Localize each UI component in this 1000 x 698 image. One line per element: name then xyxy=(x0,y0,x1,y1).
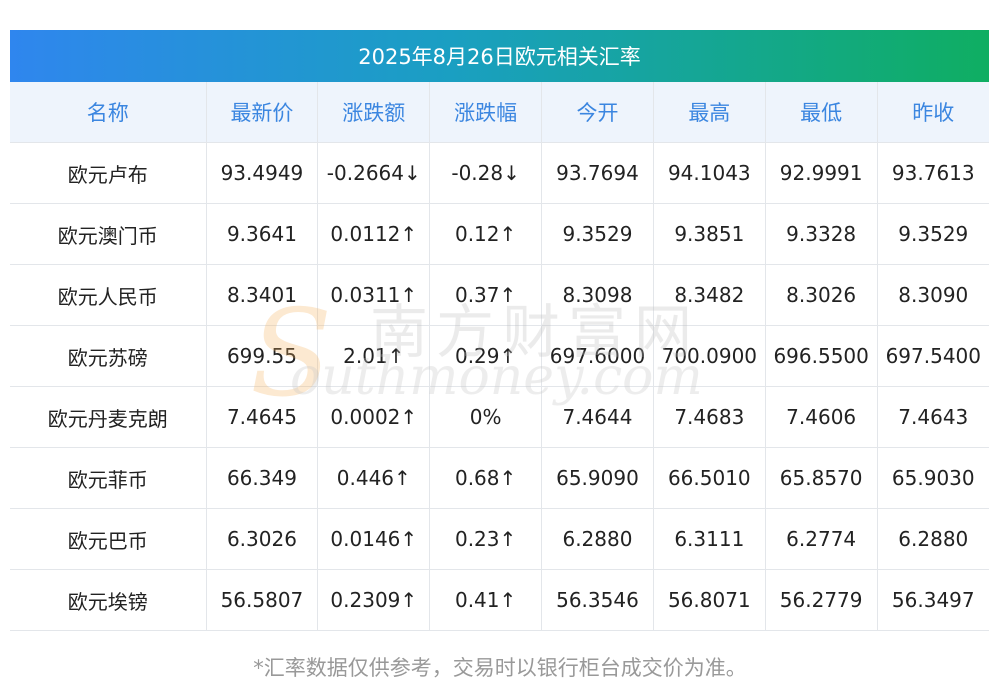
cell-open: 93.7694 xyxy=(541,142,654,204)
cell-change-pct: 0.37↑ xyxy=(429,264,543,326)
page-title-banner: 2025年8月26日欧元相关汇率 xyxy=(10,30,989,82)
cell-low: 7.4606 xyxy=(765,386,878,448)
cell-latest-price: 699.55 xyxy=(206,325,319,387)
table-row: 欧元澳门币 9.3641 0.0112↑ 0.12↑ 9.3529 9.3851 9.332… xyxy=(10,203,989,265)
cell-prev-close: 93.7613 xyxy=(877,142,989,204)
column-header-prev-close: 昨收 xyxy=(877,82,989,143)
cell-currency-pair: 欧元苏磅 xyxy=(10,325,207,387)
table-row: 欧元人民币 8.3401 0.0311↑ 0.37↑ 8.3098 8.3482 8.302… xyxy=(10,264,989,326)
table-row: 欧元苏磅 699.55 2.01↑ 0.29↑ 697.6000 700.0900 696.… xyxy=(10,325,989,387)
column-header-latest: 最新价 xyxy=(206,82,319,143)
cell-low: 65.8570 xyxy=(765,447,878,509)
column-header-change-pct: 涨跌幅 xyxy=(429,82,543,143)
cell-prev-close: 9.3529 xyxy=(877,203,989,265)
cell-change: 0.0311↑ xyxy=(317,264,431,326)
cell-open: 9.3529 xyxy=(541,203,654,265)
cell-change: 2.01↑ xyxy=(317,325,431,387)
cell-currency-pair: 欧元人民币 xyxy=(10,264,207,326)
cell-latest-price: 66.349 xyxy=(206,447,319,509)
cell-open: 8.3098 xyxy=(541,264,654,326)
column-header-high: 最高 xyxy=(653,82,766,143)
cell-open: 65.9090 xyxy=(541,447,654,509)
table-row: 欧元菲币 66.349 0.446↑ 0.68↑ 65.9090 66.5010 65.85… xyxy=(10,447,989,509)
cell-low: 9.3328 xyxy=(765,203,878,265)
cell-change: 0.2309↑ xyxy=(317,569,431,631)
cell-high: 9.3851 xyxy=(653,203,766,265)
cell-change-pct: 0.12↑ xyxy=(429,203,543,265)
cell-currency-pair: 欧元卢布 xyxy=(10,142,207,204)
table-header-row: 名称 最新价 涨跌额 涨跌幅 今开 最高 最低 昨收 xyxy=(10,82,989,143)
cell-change-pct: 0.68↑ xyxy=(429,447,543,509)
cell-change-pct: 0.41↑ xyxy=(429,569,543,631)
cell-prev-close: 65.9030 xyxy=(877,447,989,509)
cell-latest-price: 7.4645 xyxy=(206,386,319,448)
column-header-name: 名称 xyxy=(10,82,207,143)
cell-open: 697.6000 xyxy=(541,325,654,387)
cell-low: 8.3026 xyxy=(765,264,878,326)
cell-currency-pair: 欧元丹麦克朗 xyxy=(10,386,207,448)
cell-currency-pair: 欧元菲币 xyxy=(10,447,207,509)
cell-open: 6.2880 xyxy=(541,508,654,570)
cell-low: 56.2779 xyxy=(765,569,878,631)
cell-change: 0.0112↑ xyxy=(317,203,431,265)
cell-change: -0.2664↓ xyxy=(317,142,431,204)
cell-latest-price: 9.3641 xyxy=(206,203,319,265)
cell-latest-price: 8.3401 xyxy=(206,264,319,326)
cell-change: 0.0146↑ xyxy=(317,508,431,570)
cell-open: 56.3546 xyxy=(541,569,654,631)
cell-change-pct: -0.28↓ xyxy=(429,142,543,204)
table-row: 欧元卢布 93.4949 -0.2664↓ -0.28↓ 93.7694 94.1043 9… xyxy=(10,142,989,204)
cell-high: 66.5010 xyxy=(653,447,766,509)
cell-change: 0.446↑ xyxy=(317,447,431,509)
cell-high: 56.8071 xyxy=(653,569,766,631)
cell-prev-close: 697.5400 xyxy=(877,325,989,387)
cell-high: 8.3482 xyxy=(653,264,766,326)
cell-low: 696.5500 xyxy=(765,325,878,387)
cell-currency-pair: 欧元巴币 xyxy=(10,508,207,570)
cell-prev-close: 7.4643 xyxy=(877,386,989,448)
column-header-change: 涨跌额 xyxy=(317,82,431,143)
cell-prev-close: 6.2880 xyxy=(877,508,989,570)
table-row: 欧元埃镑 56.5807 0.2309↑ 0.41↑ 56.3546 56.8071 56.… xyxy=(10,569,989,631)
cell-currency-pair: 欧元埃镑 xyxy=(10,569,207,631)
cell-change: 0.0002↑ xyxy=(317,386,431,448)
page-title: 2025年8月26日欧元相关汇率 xyxy=(358,45,641,69)
cell-prev-close: 8.3090 xyxy=(877,264,989,326)
cell-open: 7.4644 xyxy=(541,386,654,448)
cell-low: 92.9991 xyxy=(765,142,878,204)
disclaimer-footnote: *汇率数据仅供参考，交易时以银行柜台成交价为准。 xyxy=(253,656,747,680)
cell-high: 6.3111 xyxy=(653,508,766,570)
table-row: 欧元巴币 6.3026 0.0146↑ 0.23↑ 6.2880 6.3111 6.2774… xyxy=(10,508,989,570)
cell-change-pct: 0.23↑ xyxy=(429,508,543,570)
cell-high: 700.0900 xyxy=(653,325,766,387)
cell-high: 94.1043 xyxy=(653,142,766,204)
cell-currency-pair: 欧元澳门币 xyxy=(10,203,207,265)
cell-high: 7.4683 xyxy=(653,386,766,448)
table-row: 欧元丹麦克朗 7.4645 0.0002↑ 0% 7.4644 7.4683 7.4606 7… xyxy=(10,386,989,448)
cell-low: 6.2774 xyxy=(765,508,878,570)
column-header-low: 最低 xyxy=(765,82,878,143)
cell-change-pct: 0% xyxy=(429,386,543,448)
cell-change-pct: 0.29↑ xyxy=(429,325,543,387)
cell-latest-price: 56.5807 xyxy=(206,569,319,631)
column-header-open: 今开 xyxy=(541,82,654,143)
cell-prev-close: 56.3497 xyxy=(877,569,989,631)
exchange-rate-table: 名称 最新价 涨跌额 涨跌幅 今开 最高 最低 昨收 欧元卢布 93.4949 -0… xyxy=(10,82,989,631)
cell-latest-price: 6.3026 xyxy=(206,508,319,570)
cell-latest-price: 93.4949 xyxy=(206,142,319,204)
